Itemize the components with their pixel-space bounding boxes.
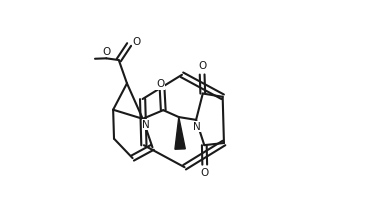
- Text: O: O: [200, 168, 209, 178]
- Text: O: O: [156, 79, 164, 89]
- Polygon shape: [175, 117, 185, 149]
- Text: O: O: [102, 47, 110, 57]
- Text: N: N: [142, 120, 150, 130]
- Text: N: N: [193, 122, 201, 132]
- Text: O: O: [132, 37, 140, 47]
- Text: O: O: [198, 61, 206, 71]
